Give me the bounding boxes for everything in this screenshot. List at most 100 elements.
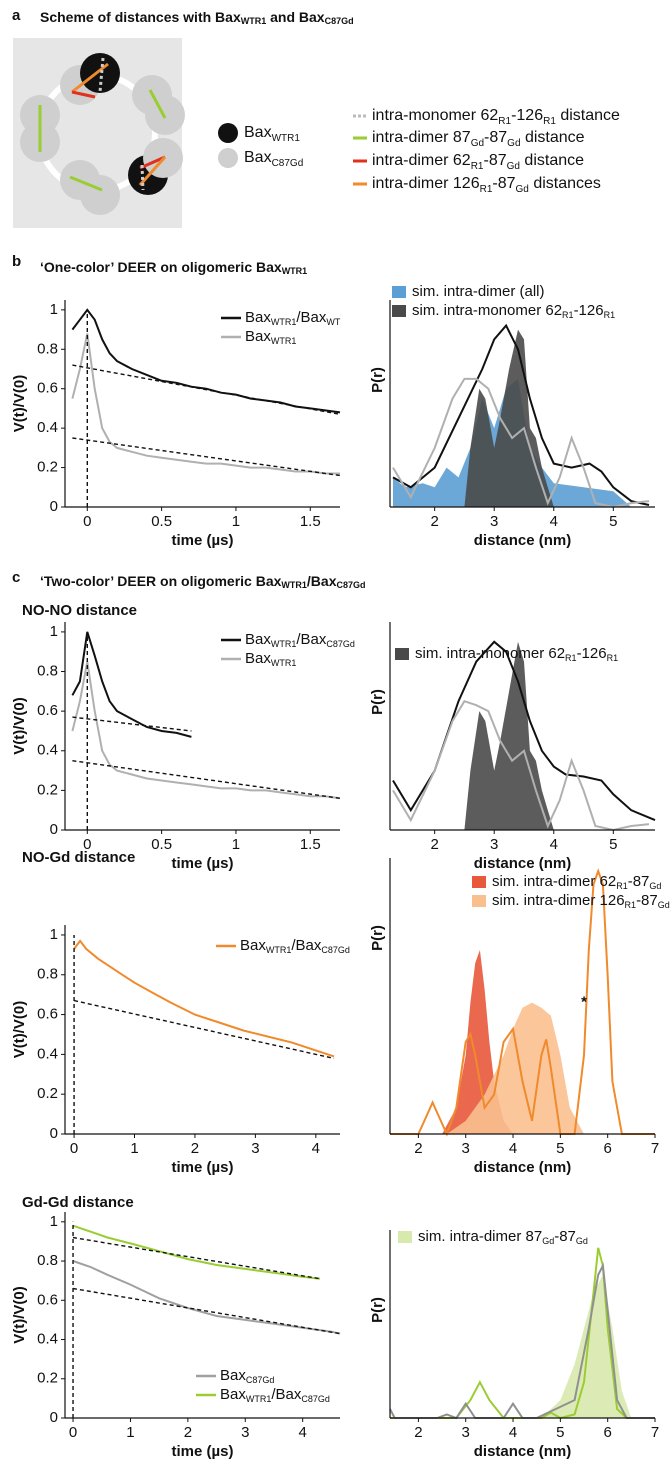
text-part: -87	[554, 1228, 576, 1245]
x-axis-label: time (µs)	[172, 1443, 234, 1460]
x-tick-label: 1	[126, 1424, 134, 1441]
subscript: Gd	[507, 161, 520, 172]
legend-label: BaxWTR1/BaxC87Gd	[245, 631, 355, 649]
x-tick-label: 4	[550, 836, 558, 853]
legend-swatch	[472, 876, 486, 888]
text-part: -126	[574, 302, 604, 319]
line	[73, 939, 335, 1058]
subscript: WTR1	[272, 133, 301, 144]
y-tick-label: 0.2	[37, 459, 58, 476]
y-tick-label: 0.4	[37, 742, 58, 759]
y-axis-label: V(t)/V(0)	[11, 1001, 28, 1059]
subtitle: NO-Gd distance	[22, 849, 135, 866]
subscript: C87Gd	[301, 1394, 330, 1404]
x-tick-label: 1	[232, 513, 240, 530]
y-tick-label: 0.4	[37, 1045, 58, 1062]
x-tick-label: 0.5	[151, 513, 172, 530]
line	[390, 868, 655, 1137]
subscript: WTR1	[246, 1394, 272, 1404]
x-axis-label: distance (nm)	[474, 532, 572, 549]
text-part: intra-dimer 126	[372, 175, 480, 192]
x-tick-label: 6	[604, 1424, 612, 1441]
x-tick-label: 3	[490, 513, 498, 530]
baseline	[72, 364, 341, 415]
x-tick-label: 2	[414, 1424, 422, 1441]
text-part: intra-dimer 62	[372, 152, 471, 169]
x-tick-label: 1.5	[300, 836, 321, 853]
subscript: WTR1	[271, 336, 297, 346]
legend-label: BaxWTR1	[244, 124, 300, 143]
legend-label: BaxWTR1	[245, 328, 296, 346]
y-tick-label: 0.6	[37, 380, 58, 397]
line	[72, 1260, 341, 1335]
legend-label: sim. intra-dimer (all)	[412, 283, 545, 300]
x-tick-label: 0.5	[151, 836, 172, 853]
area	[464, 329, 554, 507]
x-axis-label: time (µs)	[172, 1159, 234, 1176]
subscript: C87Gd	[246, 1375, 275, 1385]
text-part: Bax	[245, 631, 271, 648]
text-part: -126	[577, 645, 607, 662]
x-tick-label: 2	[184, 1424, 192, 1441]
x-tick-label: 2	[191, 1140, 199, 1157]
x-tick-label: 2	[414, 1140, 422, 1157]
y-tick-label: 0.6	[37, 1291, 58, 1308]
y-axis-label: V(t)/V(0)	[11, 375, 28, 433]
text-part: -126	[511, 107, 543, 124]
text-part: -87	[636, 892, 658, 909]
text-part: /Bax	[291, 937, 322, 954]
subscript: R1	[616, 881, 628, 891]
y-axis-label: P(r)	[369, 367, 386, 393]
text-part: sim. intra-monomer 62	[415, 645, 565, 662]
subscript: C87Gd	[272, 158, 304, 169]
subscript: WTR1	[271, 658, 297, 668]
text-part: distance	[521, 129, 585, 146]
baseline	[72, 760, 341, 799]
subscript: R1	[604, 310, 616, 320]
text-part: /Bax	[271, 1386, 302, 1403]
text-part: distance	[556, 107, 620, 124]
line	[392, 323, 650, 506]
x-tick-label: 4	[509, 1140, 517, 1157]
text-part: -87	[484, 129, 507, 146]
text-part: sim. intra-dimer (all)	[412, 283, 545, 300]
area	[446, 1002, 584, 1134]
x-tick-label: 5	[609, 836, 617, 853]
x-tick-label: 1	[130, 1140, 138, 1157]
panel-title: ‘Two-color’ DEER on oligomeric BaxWTR1/B…	[40, 573, 366, 591]
text-part: ‘Two-color’ DEER on oligomeric Bax	[40, 573, 282, 589]
subscript: R1	[607, 653, 619, 663]
x-tick-label: 5	[609, 513, 617, 530]
y-tick-label: 0.8	[37, 340, 58, 357]
legend-swatch	[392, 286, 406, 298]
text-part: ‘One-color’ DEER on oligomeric Bax	[40, 259, 282, 275]
x-tick-label: 4	[550, 513, 558, 530]
area	[464, 641, 554, 830]
panel-title: ‘One-color’ DEER on oligomeric BaxWTR1	[40, 259, 307, 277]
area	[541, 1274, 632, 1418]
subscript: WTR1	[282, 266, 308, 276]
text-part: /Bax	[307, 573, 337, 589]
subscript: C87Gd	[325, 16, 354, 26]
y-axis-label: V(t)/V(0)	[11, 697, 28, 755]
y-axis-label: P(r)	[369, 689, 386, 715]
line	[71, 661, 341, 800]
x-tick-label: 4	[299, 1424, 307, 1441]
text-part: Bax	[220, 1367, 246, 1384]
x-tick-label: 5	[556, 1424, 564, 1441]
text-part: and Bax	[266, 9, 325, 25]
text-part: -87	[484, 152, 507, 169]
subscript: WTR1	[281, 580, 307, 590]
legend-label: BaxWTR1/BaxC87Gd	[240, 937, 350, 955]
subscript: R1	[498, 116, 511, 127]
y-tick-label: 1	[50, 1213, 58, 1230]
legend-label: intra-dimer 87Gd-87Gd distance	[372, 129, 585, 148]
subscript: Gd	[576, 1236, 588, 1246]
x-tick-label: 7	[651, 1424, 659, 1441]
text-part: Bax	[245, 650, 271, 667]
text-part: -87	[492, 175, 515, 192]
legend-label: BaxC87Gd	[244, 149, 303, 168]
text-part: distance	[520, 152, 584, 169]
baseline	[72, 1236, 321, 1280]
